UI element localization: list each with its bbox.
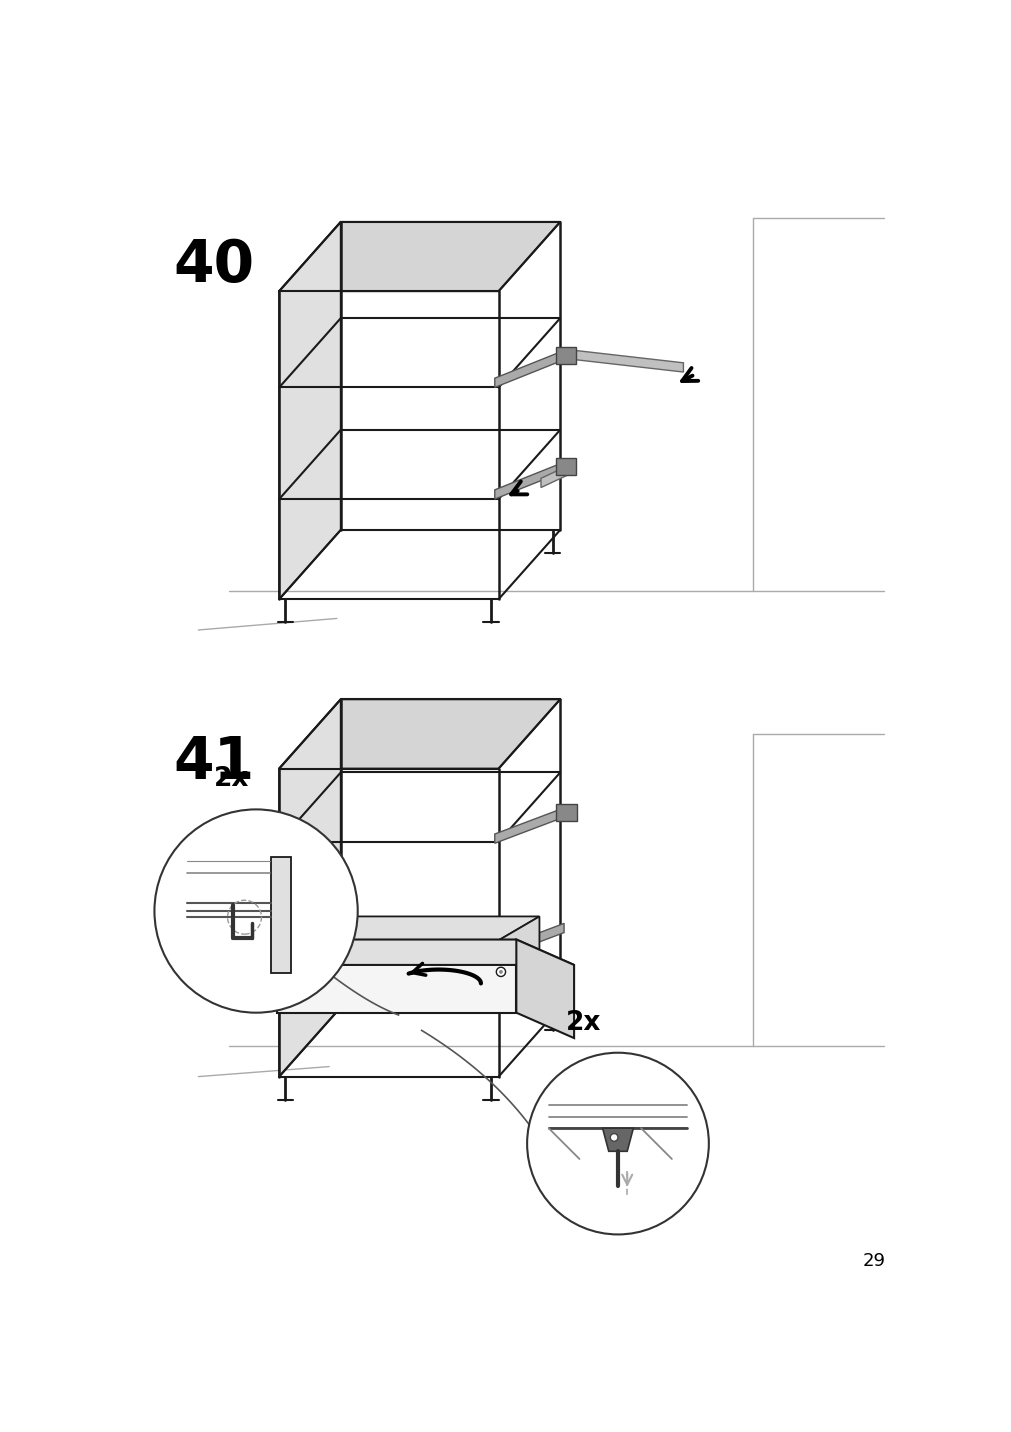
Circle shape [527,1053,708,1234]
Text: 2x: 2x [213,766,249,792]
Polygon shape [279,699,560,769]
Polygon shape [556,803,576,821]
Circle shape [610,1134,618,1141]
Polygon shape [277,939,573,965]
Polygon shape [271,858,290,972]
Polygon shape [279,222,341,599]
Circle shape [294,971,297,974]
Polygon shape [575,351,682,372]
Polygon shape [290,916,539,945]
Circle shape [155,809,357,1012]
Polygon shape [494,351,563,388]
Polygon shape [279,222,560,291]
Polygon shape [516,939,573,1038]
Circle shape [498,971,502,974]
Polygon shape [494,463,563,500]
Polygon shape [279,699,341,1077]
Polygon shape [290,945,489,995]
Polygon shape [489,916,539,995]
Polygon shape [541,463,575,487]
Polygon shape [556,347,575,364]
Polygon shape [602,1128,633,1151]
Circle shape [495,967,506,977]
Text: 40: 40 [174,238,255,295]
Polygon shape [494,808,563,843]
Polygon shape [277,939,516,1012]
Text: 41: 41 [174,735,255,790]
Polygon shape [494,924,563,959]
Text: 2x: 2x [565,1010,601,1035]
Polygon shape [556,458,575,475]
Circle shape [291,967,300,977]
Text: 29: 29 [862,1253,885,1270]
